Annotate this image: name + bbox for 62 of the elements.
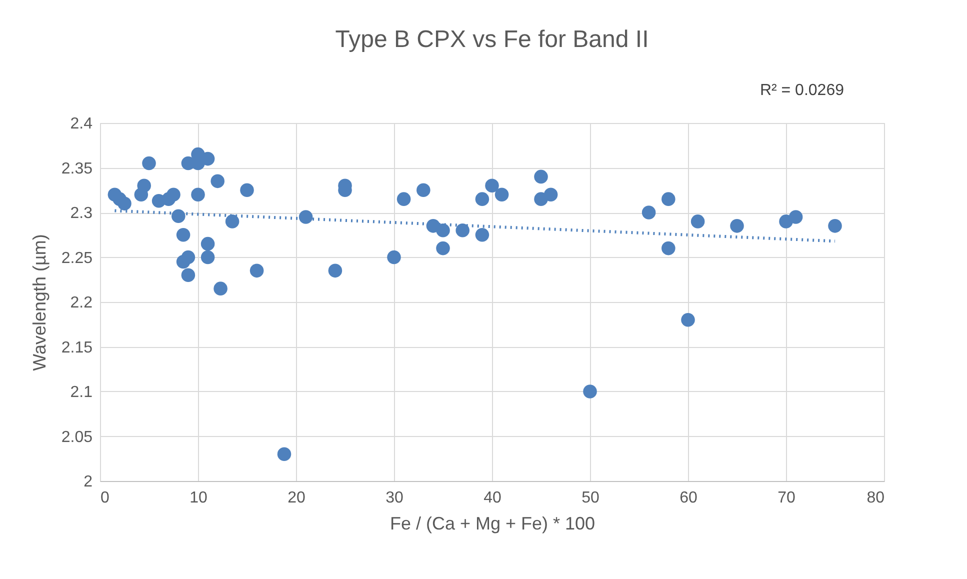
point [828,219,842,233]
x-tick-label: 60 [680,490,698,506]
text: R² = 0.0269 [760,82,844,99]
point [485,178,499,193]
point [176,228,190,242]
point [191,188,205,202]
point [730,219,744,233]
point [690,214,705,228]
point [416,183,430,198]
y-tick-label: 2.05 [61,428,93,446]
point [494,188,509,202]
y-tick-label: 2.3 [70,205,93,222]
x-tick-label: 70 [778,490,796,506]
point [475,228,490,242]
point [662,192,676,206]
y-tick-label: 2.15 [61,339,93,356]
x-tick-label: 30 [386,490,404,506]
x-tick-label: 80 [866,490,885,506]
point [544,188,558,202]
point [534,170,548,184]
x-tick-label: 0 [100,490,110,506]
point [181,268,196,282]
y-tick-label: 2 [84,474,93,490]
y-tick-label: 2.1 [70,384,93,401]
point [436,224,450,238]
point [387,250,401,264]
point [137,178,151,193]
point [475,192,490,206]
point [225,214,240,228]
chart-title: Type B CPX vs Fe for Band II [335,26,649,53]
y-tick-label: 2.2 [70,294,93,312]
point [210,174,224,188]
point [172,209,186,223]
point [642,206,656,220]
point [298,210,313,224]
point [456,224,470,238]
point [277,447,292,462]
x-tick-label: 40 [484,490,502,506]
point [200,236,215,251]
point [142,156,156,170]
point [200,250,215,264]
y-tick-label: 2.25 [61,250,93,267]
y-tick-label: 2.35 [61,160,93,178]
point [240,183,254,198]
point [166,188,180,202]
x-axis-title: Fe / (Ca + Mg + Fe) * 100 [390,514,596,534]
x-tick-label: 10 [190,490,208,506]
x-tick-label: 20 [288,490,306,506]
y-tick-label: 2.4 [70,116,93,132]
y-axis-title: Wavelength (µm) [29,234,50,371]
point [118,196,132,210]
point [662,241,676,256]
point [181,250,196,264]
point [214,282,228,296]
point [681,313,695,327]
point [328,264,342,278]
x-tick-label: 50 [582,490,600,506]
point [583,384,597,398]
point [788,210,803,224]
point [250,264,264,278]
point [396,192,411,206]
point [436,241,450,256]
